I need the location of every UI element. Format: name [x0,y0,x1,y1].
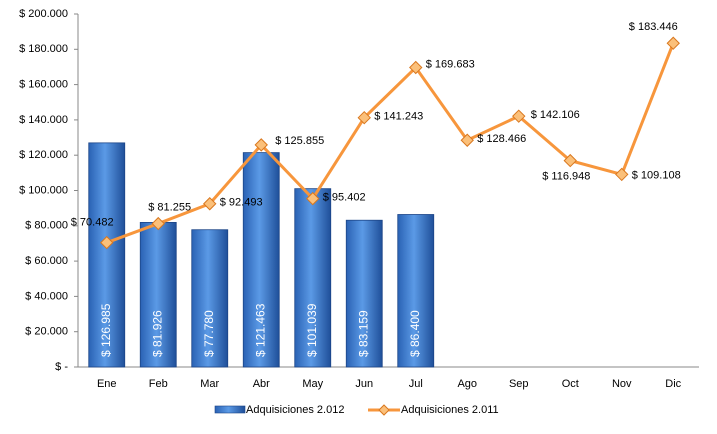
line-value-label: $ 183.446 [629,21,678,33]
line-marker [512,109,526,123]
y-tick-label: $ 20.000 [25,326,68,338]
line-marker [203,197,217,211]
bar [345,219,383,368]
line-value-label: $ 92.493 [220,197,263,209]
x-tick-label: Ene [97,378,117,390]
bar-value-label: $ 101.039 [305,303,319,357]
line-value-label: $ 116.948 [542,170,590,182]
x-tick-label: May [302,378,323,390]
line-value-label: $ 142.106 [531,109,580,121]
line-marker [460,133,474,147]
y-tick-label: $ 200.000 [19,8,68,20]
x-tick-label: Jun [355,378,373,390]
legend-swatch [214,405,246,414]
bar-value-label: $ 86.400 [408,310,422,357]
y-tick-label: $ 100.000 [19,184,68,196]
legend-marker [378,404,390,416]
line-marker [100,235,114,250]
bar [88,142,126,368]
x-tick-label: Nov [612,378,632,390]
y-tick-label: $ 120.000 [19,149,68,161]
line [106,42,675,245]
y-tick-label: $ 40.000 [25,290,68,302]
line-marker [666,36,680,50]
y-tick-label: $ 160.000 [19,79,68,91]
x-tick-label: Ago [457,378,477,390]
y-tick-label: $ - [55,361,68,373]
line-marker [409,60,423,75]
legend-label: Adquisiciones 2.012 [246,404,344,416]
bar [242,152,280,368]
line-value-label: $ 81.255 [148,201,191,213]
line-value-label: $ 95.402 [323,192,366,204]
x-tick-label: Dic [665,378,681,390]
bar-value-label: $ 126.985 [99,303,113,357]
bar [397,214,435,368]
y-tick-label: $ 60.000 [25,255,68,267]
bar-value-label: $ 77.780 [202,310,216,357]
line-value-label: $ 141.243 [374,111,423,123]
bar [139,222,177,368]
legend-label: Adquisiciones 2.011 [401,404,499,416]
line-marker [563,153,577,168]
line-marker [151,216,165,231]
y-tick-label: $ 180.000 [19,43,68,55]
x-tick-label: Oct [562,378,579,390]
bar-value-label: $ 81.926 [150,310,164,357]
x-tick-label: Jul [409,378,423,390]
x-tick-label: Abr [253,378,270,390]
line-value-label: $ 125.855 [275,135,324,147]
y-tick-label: $ 80.000 [25,220,68,232]
line-marker [306,191,320,206]
line-value-label: $ 109.108 [632,169,681,181]
x-tick-label: Feb [149,378,168,390]
line-marker [357,110,371,125]
line-marker [615,167,629,182]
bar [294,188,332,368]
line-marker [254,138,268,152]
y-tick-label: $ 140.000 [19,114,68,126]
x-tick-label: Sep [509,378,529,390]
bar-value-label: $ 121.463 [253,303,267,357]
bar-value-label: $ 83.159 [356,310,370,357]
line-value-label: $ 169.683 [426,58,475,70]
bar [191,229,229,368]
line-value-label: $ 128.466 [477,133,526,145]
x-tick-label: Mar [200,378,219,390]
line-value-label: $ 70.482 [71,217,114,229]
